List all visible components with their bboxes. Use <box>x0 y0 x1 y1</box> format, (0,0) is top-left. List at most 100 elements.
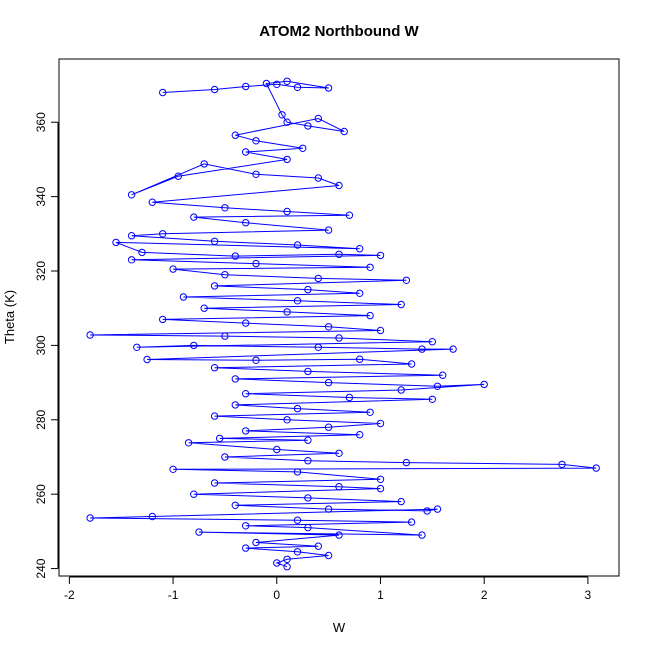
data-point <box>439 371 447 379</box>
data-point <box>345 211 354 219</box>
data-point <box>252 538 260 547</box>
data-point <box>283 155 291 164</box>
series-layer <box>86 77 600 571</box>
data-point <box>252 356 260 364</box>
x-tick-label: 1 <box>377 588 384 602</box>
data-point <box>159 88 167 97</box>
y-tick-label: 340 <box>34 186 48 206</box>
data-point <box>418 345 426 353</box>
data-point <box>231 401 240 409</box>
data-point <box>210 282 219 290</box>
data-point <box>138 248 146 257</box>
data-point <box>283 416 291 424</box>
data-point <box>283 308 291 316</box>
data-point <box>190 490 198 498</box>
data-point <box>231 375 240 383</box>
data-point <box>169 265 177 273</box>
data-point <box>159 315 167 324</box>
data-point <box>143 355 151 364</box>
data-point <box>273 80 281 89</box>
x-tick-label: 2 <box>481 588 488 602</box>
data-point <box>127 191 136 199</box>
data-point <box>340 127 348 136</box>
data-point <box>433 382 442 390</box>
data-point <box>127 232 136 240</box>
data-point <box>210 85 219 94</box>
data-point <box>252 170 260 179</box>
x-tick-label: -1 <box>168 588 179 602</box>
data-point <box>242 82 250 91</box>
data-point <box>190 341 198 350</box>
data-point <box>293 241 302 249</box>
data-point <box>221 271 229 279</box>
data-point <box>335 449 343 457</box>
data-point <box>190 213 198 221</box>
data-point <box>423 507 431 515</box>
data-point <box>335 181 343 190</box>
data-point <box>262 79 271 88</box>
data-point <box>242 148 250 156</box>
data-point <box>402 276 411 284</box>
data-point <box>558 460 566 469</box>
data-point <box>242 219 250 227</box>
data-point <box>345 393 354 402</box>
data-point <box>283 77 291 86</box>
data-point <box>252 259 260 268</box>
data-point <box>428 338 436 346</box>
data-point <box>304 436 312 444</box>
data-point <box>127 256 136 264</box>
data-point <box>200 160 208 168</box>
data-point <box>314 174 322 182</box>
data-point <box>242 319 250 327</box>
data-point <box>293 516 302 524</box>
data-point <box>376 326 385 335</box>
data-point <box>402 458 411 467</box>
y-tick-label: 360 <box>34 112 48 132</box>
data-point <box>148 512 157 521</box>
data-point <box>112 238 120 247</box>
data-point <box>324 505 333 513</box>
data-point <box>324 423 333 431</box>
data-point <box>169 465 177 473</box>
data-point <box>366 311 374 320</box>
data-point <box>324 84 333 92</box>
data-point <box>210 412 219 420</box>
data-point <box>231 252 240 260</box>
data-point <box>221 453 229 461</box>
data-point <box>148 198 157 206</box>
x-axis-label: W <box>333 620 346 635</box>
y-axis-label: Theta (K) <box>2 290 17 344</box>
data-point <box>293 468 302 476</box>
data-point <box>242 390 250 398</box>
data-point <box>314 542 322 550</box>
data-point <box>397 497 405 506</box>
data-point <box>242 544 250 552</box>
data-point <box>335 531 343 539</box>
data-point <box>366 263 374 271</box>
data-point <box>252 137 260 145</box>
data-point <box>283 563 291 571</box>
data-point <box>304 494 312 502</box>
data-point <box>335 250 343 259</box>
data-point <box>407 518 416 526</box>
data-point <box>335 334 343 342</box>
data-point <box>210 479 219 487</box>
data-point <box>210 364 219 372</box>
data-point <box>86 331 94 339</box>
data-point <box>293 83 302 92</box>
data-point <box>324 323 333 331</box>
data-point <box>592 464 600 472</box>
x-tick-label: 3 <box>585 588 592 602</box>
data-point <box>376 484 385 493</box>
data-point <box>356 245 364 253</box>
data-point <box>397 386 405 394</box>
data-point <box>242 427 250 435</box>
y-tick-label: 320 <box>34 261 48 281</box>
data-point <box>324 378 333 387</box>
data-point <box>356 355 364 363</box>
data-point <box>184 439 193 447</box>
data-point <box>304 285 312 294</box>
data-point <box>304 523 312 532</box>
data-point <box>195 528 203 536</box>
